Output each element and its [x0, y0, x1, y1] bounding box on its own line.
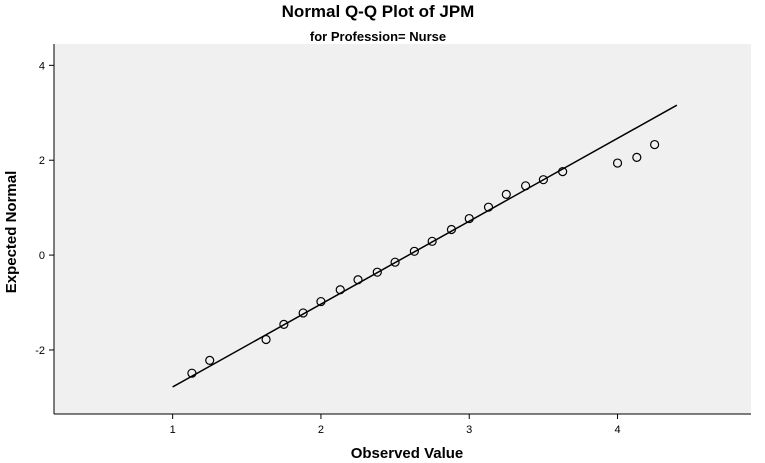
reference-line [172, 104, 678, 388]
plot-area [54, 44, 751, 414]
data-point [483, 202, 494, 212]
data-point [187, 368, 197, 378]
data-point [446, 224, 457, 235]
data-point [279, 319, 289, 329]
data-point [501, 189, 511, 199]
y-axis-ticks: -2 0 2 4 [35, 60, 54, 357]
data-point [298, 308, 308, 318]
chart-title: Normal Q-Q Plot of JPM [282, 2, 475, 21]
y-tick-label: 0 [39, 250, 45, 262]
data-point [427, 236, 437, 246]
x-axis-ticks: 1 2 3 4 [170, 414, 621, 436]
data-point [650, 139, 660, 150]
x-tick-label: 2 [318, 424, 324, 436]
data-point [409, 246, 419, 256]
data-point [261, 334, 271, 345]
data-point [335, 285, 345, 295]
y-tick-label: 4 [39, 60, 45, 72]
chart-subtitle: for Profession= Nurse [310, 29, 446, 44]
data-points [187, 139, 660, 378]
data-point [353, 275, 363, 285]
x-axis-label: Observed Value [351, 445, 464, 462]
y-tick-label: -2 [35, 345, 45, 357]
data-point [316, 296, 326, 307]
x-tick-label: 1 [170, 424, 176, 436]
y-tick-label: 2 [39, 155, 45, 167]
data-point [205, 355, 215, 365]
data-point [464, 213, 474, 224]
data-point [538, 175, 548, 185]
data-point [612, 158, 623, 168]
y-axis-label: Expected Normal [3, 171, 20, 294]
x-tick-label: 3 [466, 424, 472, 436]
data-point [632, 152, 642, 162]
data-point [390, 257, 400, 267]
data-point [372, 267, 382, 277]
data-point [520, 181, 531, 191]
reference-line-group [172, 104, 678, 388]
x-tick-label: 4 [614, 424, 620, 436]
data-point [558, 167, 568, 177]
